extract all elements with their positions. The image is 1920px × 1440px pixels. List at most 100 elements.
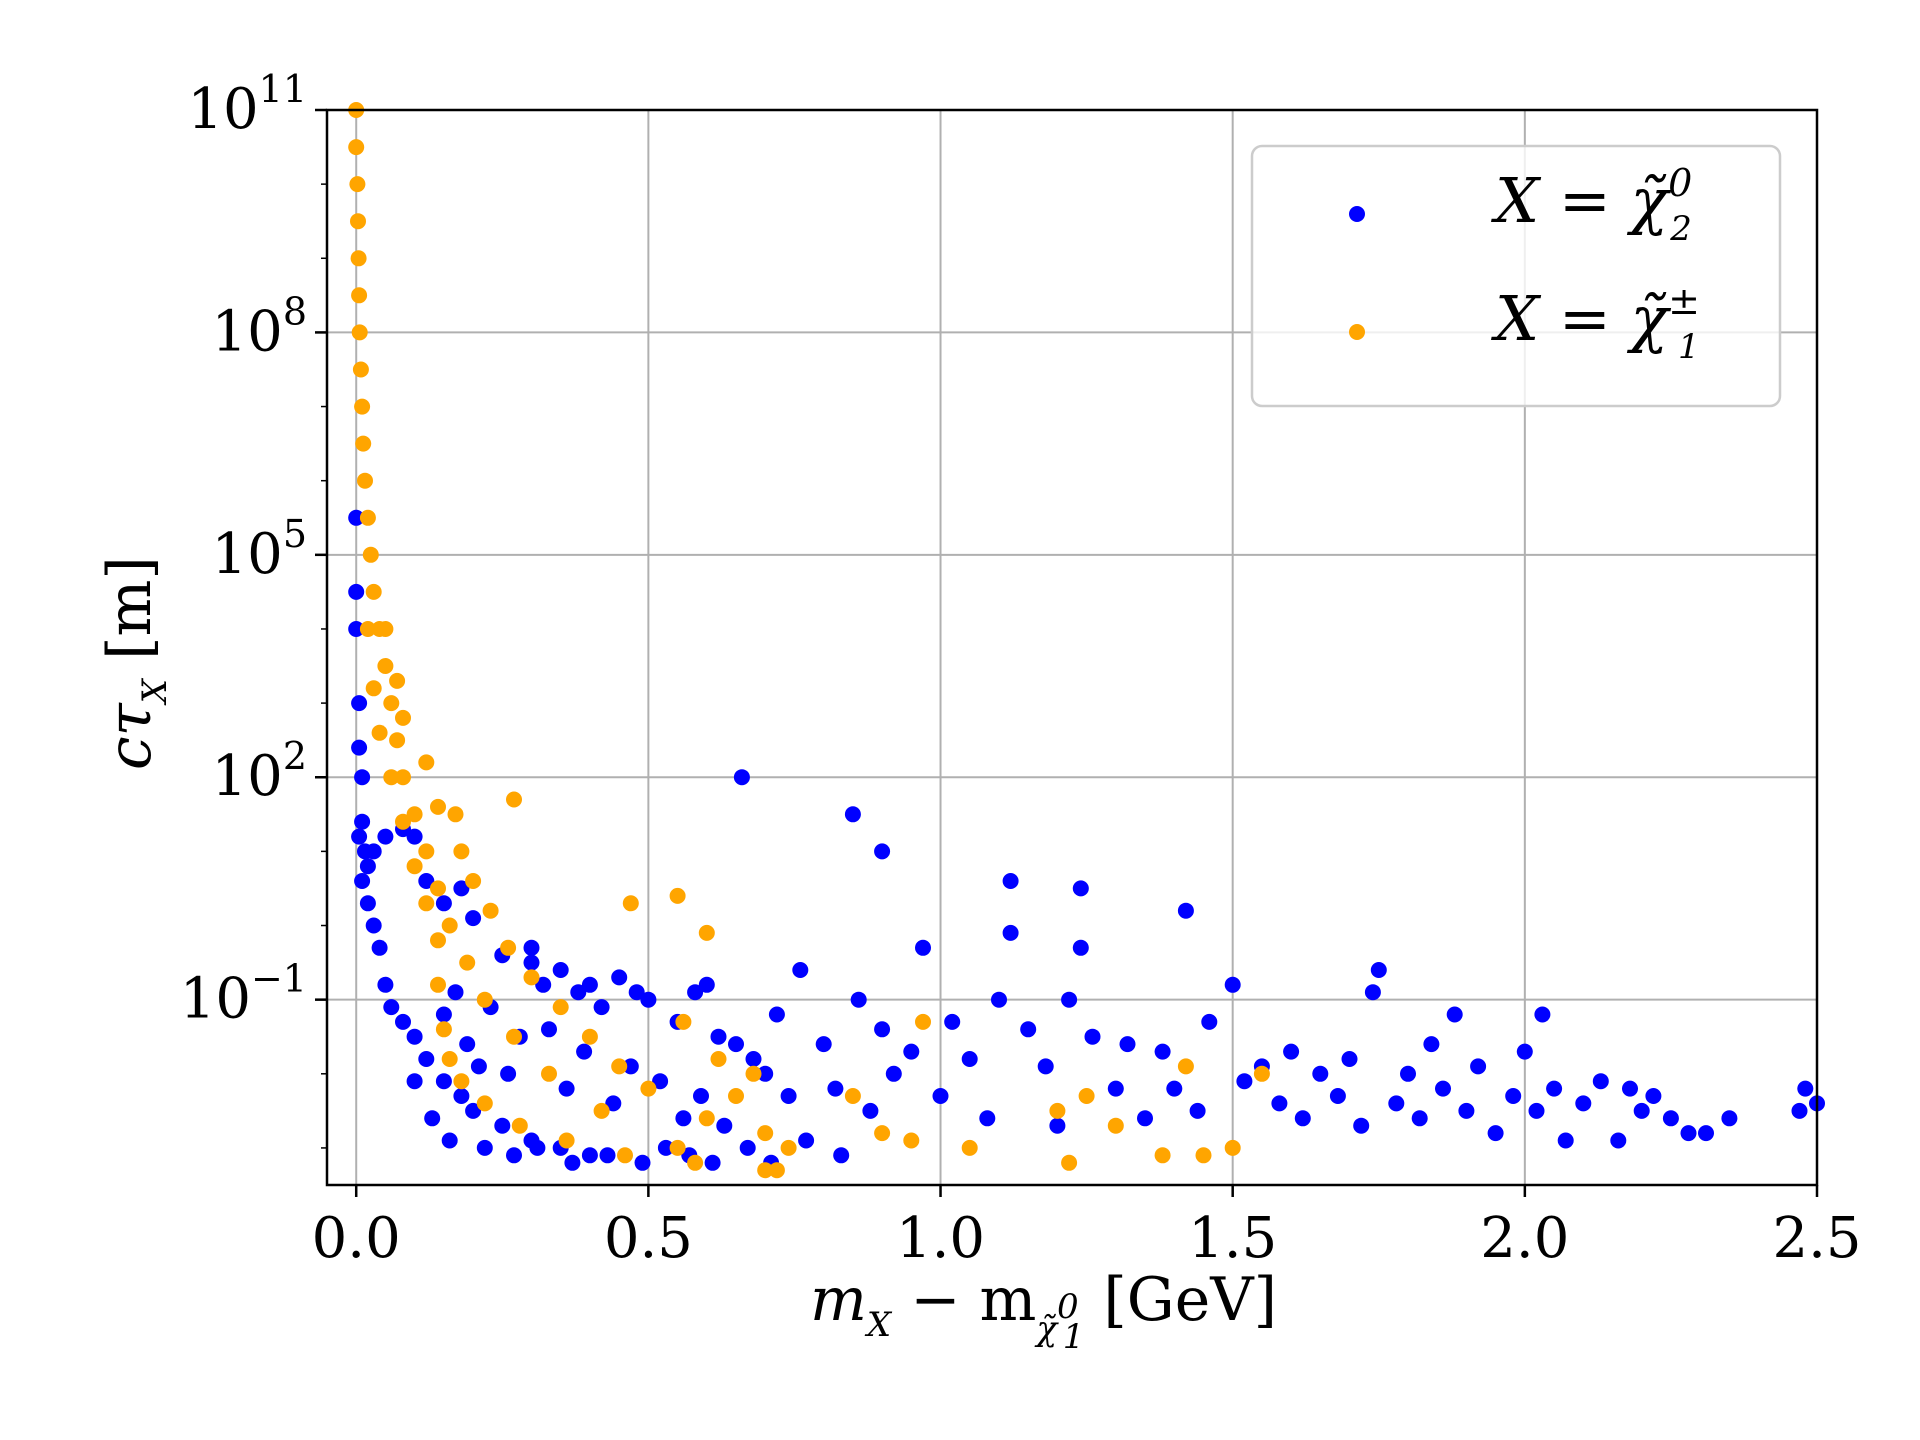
neutralino-point [552,962,569,978]
y-tick-label: 102 [212,734,307,809]
neutralino-point [1662,1110,1679,1127]
chargino-point [365,583,382,600]
neutralino-point [476,1139,493,1156]
neutralino-point [1002,924,1019,941]
chargino-point [406,858,423,875]
y-axis-title: cτX [m] [95,556,175,770]
neutralino-point [465,1102,482,1119]
x-tick-label: 1.5 [1188,1206,1277,1271]
chargino-point [640,1080,657,1097]
chargino-point [418,843,435,860]
neutralino-point [453,1088,470,1104]
neutralino-point [640,991,657,1008]
x-axis-title-sub: X [864,1305,893,1345]
chargino-point [348,139,365,156]
legend-label-chargino-symbol: χ̃ [1627,282,1672,355]
neutralino-point [915,939,931,956]
neutralino-point [1487,1125,1504,1142]
x-axis-title-chi-sub: 1 [1063,1317,1085,1357]
chargino-point [698,1110,715,1127]
neutralino-point [1312,1065,1329,1082]
neutralino-point [506,1147,522,1164]
chargino-point [844,1088,861,1104]
neutralino-point [757,1065,774,1082]
neutralino-point [1505,1088,1522,1104]
chargino-point [669,887,686,904]
plot-frame [325,108,1819,1187]
chargino-point [1107,1117,1124,1134]
chargino-point [611,1058,628,1075]
chargino-point [698,924,715,941]
chargino-point [430,976,446,993]
neutralino-point [1119,1036,1136,1053]
chargino-point [383,769,400,786]
neutralino-point [844,806,861,823]
neutralino-point [418,1051,435,1067]
y-tick-label: 108 [212,289,307,364]
chargino-point [349,176,366,193]
neutralino-point [435,1073,452,1090]
chargino-point [406,806,423,823]
chargino-point [377,621,394,637]
neutralino-point [383,999,400,1016]
neutralino-point [1458,1102,1475,1119]
chargino-point [430,932,446,949]
neutralino-point [798,1132,815,1149]
neutralino-point [827,1080,844,1097]
neutralino-point [348,583,365,600]
legend-label-chargino-prefix: X = [1491,282,1631,355]
chargino-point [383,695,400,712]
neutralino-point [1633,1102,1650,1119]
chargino-point [482,902,499,919]
neutralino-point [1137,1110,1153,1127]
chargino-point [371,724,388,741]
chargino-point [1061,1154,1078,1171]
neutralino-point [351,828,368,845]
chargino-point [757,1162,774,1179]
neutralino-point [465,910,482,927]
neutralino-point [1528,1102,1545,1119]
neutralino-point [1177,902,1194,919]
chargino-point [523,969,540,986]
neutralino-point [657,1139,674,1156]
chargino-point [552,999,569,1016]
neutralino-point [1791,1102,1808,1119]
chargino-point [1224,1139,1241,1156]
chargino-point [418,754,435,771]
chargino-point [768,1162,785,1179]
chargino-point [1253,1065,1270,1082]
neutralino-point [1341,1051,1358,1067]
neutralino-point [494,1117,511,1134]
neutralino-point [1470,1058,1487,1075]
neutralino-point [862,1102,879,1119]
neutralino-point [739,1139,756,1156]
chargino-point [377,658,394,674]
neutralino-point [1610,1132,1627,1149]
neutralino-point [1107,1080,1124,1097]
chargino-point [351,324,368,341]
neutralino-point [611,969,628,986]
neutralino-point [576,1043,593,1060]
neutralino-point [1084,1028,1101,1045]
neutralino-point [850,991,867,1008]
neutralino-point [1271,1095,1288,1112]
neutralino-point [354,873,371,889]
neutralino-point [768,1006,785,1023]
neutralino-point [1435,1080,1451,1097]
chargino-point [710,1051,727,1067]
chargino-point [541,1065,557,1082]
chargino-point [500,939,517,956]
neutralino-point [1061,991,1078,1008]
chargino-point [669,1139,686,1156]
neutralino-point [628,984,645,1001]
chargino-point [395,709,411,726]
neutralino-point [1037,1058,1054,1075]
neutralino-point [1446,1006,1463,1023]
neutralino-point [1721,1110,1738,1127]
neutralino-point [470,1058,487,1075]
chargino-point [350,250,367,267]
x-axis-ticks: 0.0 0.5 1.0 1.5 2.0 2.5 [312,1185,1862,1271]
neutralino-point [1370,962,1387,978]
y-tick-label: 10−1 [180,957,307,1032]
